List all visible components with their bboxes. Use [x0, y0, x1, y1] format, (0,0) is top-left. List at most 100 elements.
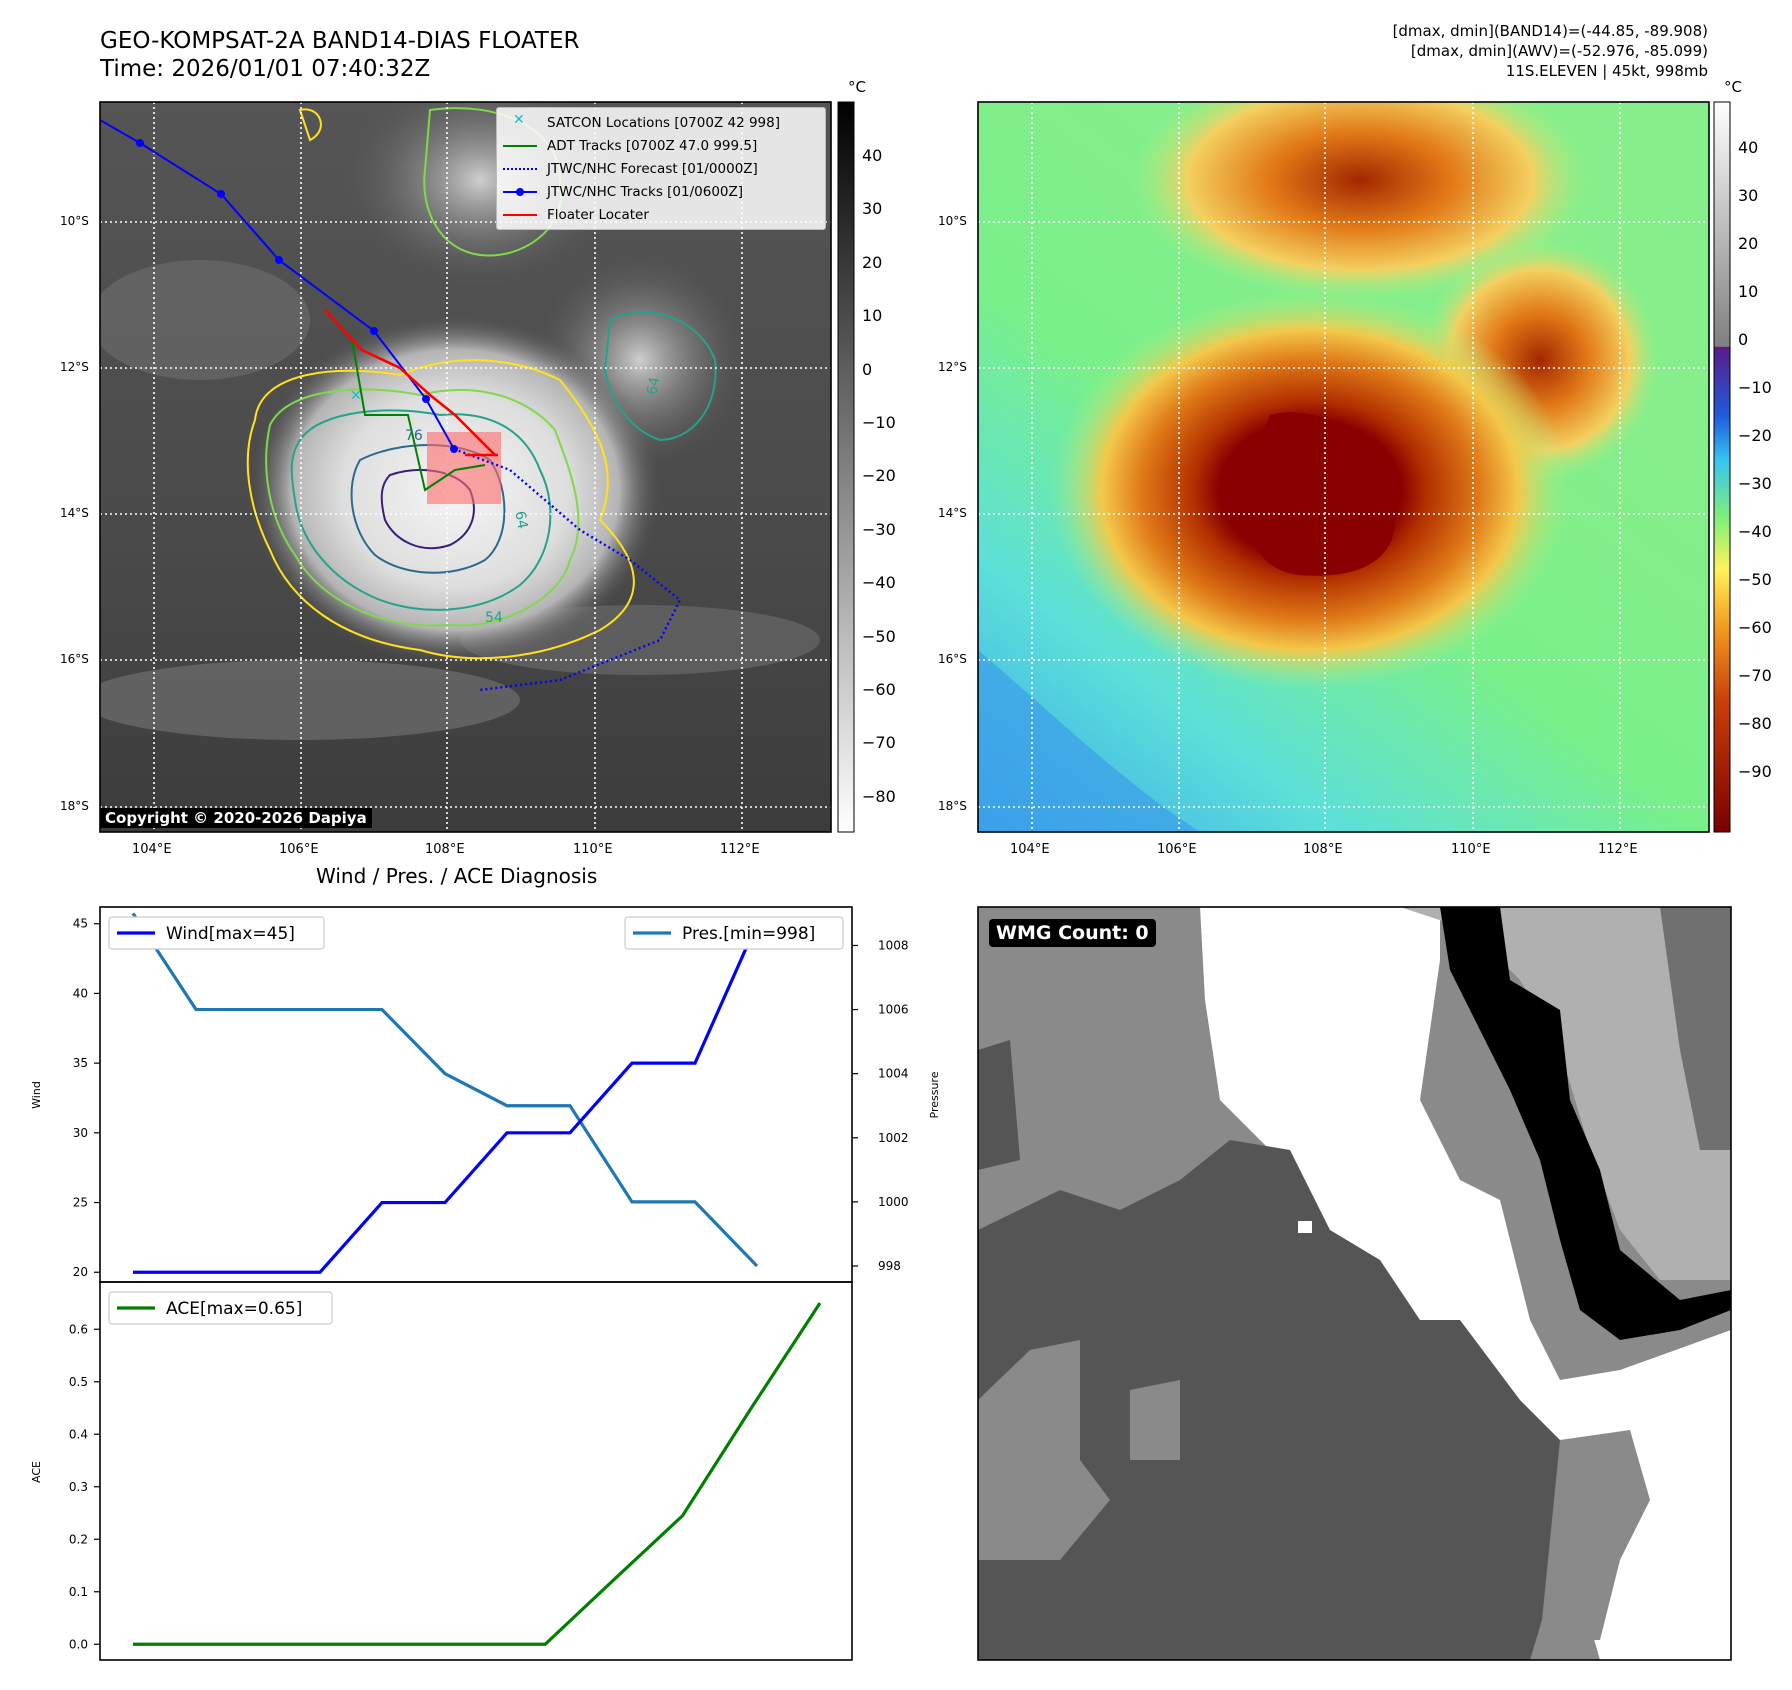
colorbar-tick: −40 — [862, 573, 896, 593]
enh-colorbar-unit: °C — [1724, 78, 1742, 96]
colorbar-tick: 10 — [1738, 282, 1759, 301]
lat-label: 16°S — [60, 652, 89, 666]
lat-label: 10°S — [60, 214, 89, 228]
legend-box — [108, 916, 325, 950]
legend-swatch — [503, 208, 537, 222]
y-tick-label: 0.4 — [69, 1427, 88, 1441]
colorbar-tick: 20 — [862, 252, 883, 272]
legend-entry: JTWC/NHC Tracks [01/0600Z] — [503, 182, 743, 202]
colorbar-tick: −70 — [862, 733, 896, 753]
legend-label: JTWC/NHC Tracks [01/0600Z] — [547, 184, 744, 200]
y-tick-label: 0.1 — [69, 1585, 88, 1599]
lat-label: 14°S — [60, 506, 89, 520]
y-tick-label: 20 — [73, 1265, 88, 1279]
legend-label: SATCON Locations [0700Z 42 998] — [547, 115, 780, 131]
y-right-tick-label: 1006 — [878, 1003, 909, 1017]
colorbar-tick: 0 — [862, 359, 873, 379]
lon-label: 112°E — [1598, 842, 1638, 857]
y-axis-label: ACE — [30, 1461, 43, 1483]
enhanced-colorbar — [1713, 101, 1731, 833]
lat-label: 14°S — [938, 506, 967, 520]
colorbar-tick: −40 — [1738, 522, 1772, 541]
colorbar-tick: −90 — [1738, 762, 1772, 781]
colorbar-tick: −80 — [862, 786, 896, 806]
ir-colorbar-unit: °C — [848, 78, 866, 96]
lat-label: 12°S — [60, 360, 89, 374]
contour-label: 76 — [405, 428, 423, 444]
y-right-tick-label: 1008 — [878, 938, 909, 952]
y-tick-label: 40 — [73, 986, 88, 1000]
wmg-count-badge: WMG Count: 0 — [989, 919, 1156, 947]
colorbar-tick: −20 — [1738, 426, 1772, 445]
lon-label: 110°E — [1451, 842, 1491, 857]
legend-swatch — [503, 139, 537, 153]
legend-entry: Floater Locater — [503, 205, 649, 225]
y-tick-label: 0.2 — [69, 1532, 88, 1546]
y-tick-label: 0.0 — [69, 1637, 88, 1651]
lat-label: 16°S — [938, 652, 967, 666]
legend-box — [624, 916, 844, 950]
stats-band14: [dmax, dmin](BAND14)=(-44.85, -89.908) — [1392, 22, 1708, 40]
colorbar-tick: 30 — [1738, 186, 1759, 205]
figure-title: GEO-KOMPSAT-2A BAND14-DIAS FLOATER — [100, 28, 580, 54]
svg-text:✕: ✕ — [350, 388, 362, 404]
colorbar-tick: −10 — [1738, 378, 1772, 397]
ir-colorbar — [837, 101, 855, 833]
colorbar-tick: −30 — [862, 519, 896, 539]
colorbar-tick: 40 — [1738, 138, 1759, 157]
colorbar-tick: 20 — [1738, 234, 1759, 253]
colorbar-tick: −60 — [862, 680, 896, 699]
y-tick-label: 35 — [73, 1056, 88, 1070]
y-tick-label: 30 — [73, 1126, 88, 1140]
y-tick-label: 45 — [73, 917, 88, 931]
lon-label: 104°E — [132, 842, 172, 857]
y-right-tick-label: 998 — [878, 1259, 901, 1273]
legend-entry: JTWC/NHC Forecast [01/0000Z] — [503, 159, 758, 179]
colorbar-tick: −50 — [1738, 570, 1772, 589]
lon-label: 106°E — [1157, 842, 1197, 857]
lat-label: 18°S — [938, 799, 967, 813]
map-legend: ✕ SATCON Locations [0700Z 42 998] ADT Trac… — [496, 107, 826, 230]
lat-label: 10°S — [938, 214, 967, 228]
y-tick-label: 0.5 — [69, 1375, 88, 1389]
legend-swatch: ✕ — [513, 112, 525, 128]
lon-label: 106°E — [279, 842, 319, 857]
pressure-line — [131, 912, 759, 1268]
legend-label: ADT Tracks [0700Z 47.0 999.5] — [547, 138, 758, 154]
y-tick-label: 25 — [73, 1196, 88, 1210]
y-right-tick-label: 1004 — [878, 1067, 909, 1081]
legend-box — [108, 1291, 333, 1325]
lat-label: 12°S — [938, 360, 967, 374]
lat-label: 18°S — [60, 799, 89, 813]
lon-label: 104°E — [1010, 842, 1050, 857]
figure-time: Time: 2026/01/01 07:40:32Z — [100, 56, 431, 82]
colorbar-tick: −20 — [862, 466, 896, 486]
legend-entry: ✕ SATCON Locations [0700Z 42 998] — [503, 112, 780, 133]
colorbar-tick: 40 — [862, 146, 883, 165]
colorbar-tick: 30 — [862, 199, 883, 219]
colorbar-tick: −60 — [1738, 618, 1772, 637]
colorbar-tick: −30 — [1738, 474, 1772, 493]
y-right-tick-label: 1000 — [878, 1195, 909, 1209]
legend-swatch — [503, 185, 537, 199]
contour-label: 54 — [485, 610, 503, 626]
y-right-axis-label: Pressure — [928, 1071, 941, 1118]
legend-label: JTWC/NHC Forecast [01/0000Z] — [547, 161, 758, 177]
lon-label: 108°E — [425, 842, 465, 857]
wind-line — [133, 922, 820, 1274]
legend-label: Pres.[min=998] — [682, 924, 815, 944]
lon-label: 112°E — [720, 842, 760, 857]
legend-label: ACE[max=0.65] — [166, 1299, 302, 1319]
ace-line — [133, 1302, 822, 1646]
colorbar-tick: −70 — [1738, 666, 1772, 685]
lon-label: 110°E — [573, 842, 613, 857]
colorbar-tick: −10 — [862, 413, 896, 432]
y-axis-label: Wind — [30, 1081, 43, 1109]
copyright-badge: Copyright © 2020-2026 Dapiya — [100, 808, 372, 828]
colorbar-tick: −80 — [1738, 714, 1772, 733]
legend-swatch — [503, 162, 537, 176]
